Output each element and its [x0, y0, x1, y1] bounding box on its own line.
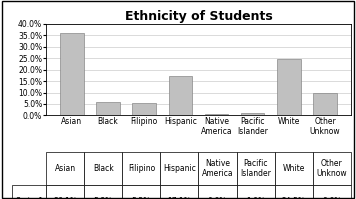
Bar: [205, 114, 228, 115]
Bar: [132, 103, 156, 115]
Bar: [169, 76, 192, 115]
Title: Ethnicity of Students: Ethnicity of Students: [125, 10, 272, 23]
Bar: [241, 113, 265, 115]
Bar: [277, 59, 301, 115]
Bar: [96, 102, 120, 115]
Bar: [60, 33, 84, 115]
Bar: [313, 94, 337, 115]
